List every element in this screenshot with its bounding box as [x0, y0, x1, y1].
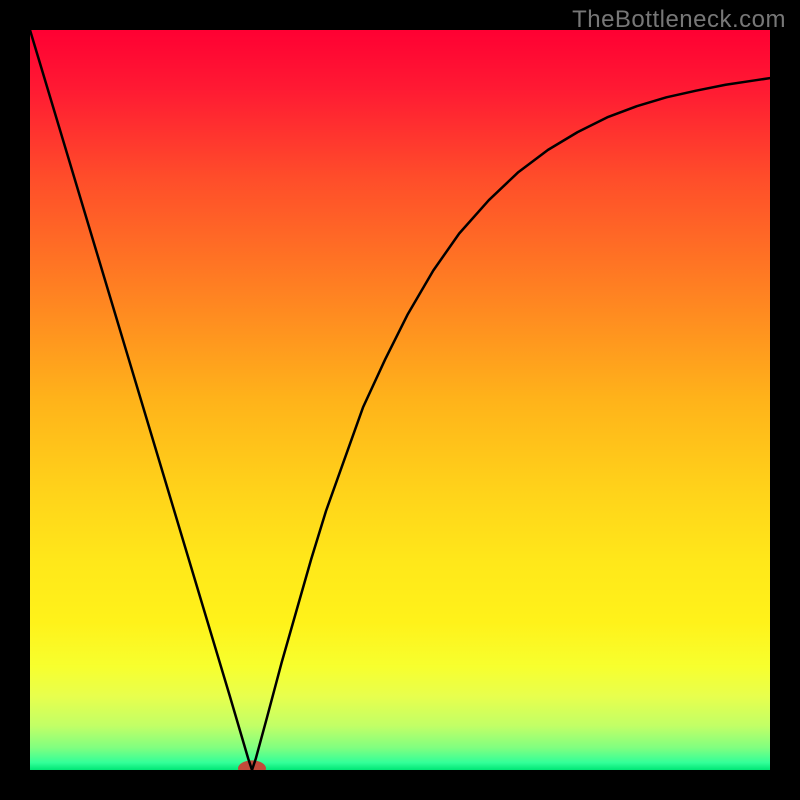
watermark-text: TheBottleneck.com	[572, 6, 786, 34]
chart-container: TheBottleneck.com	[0, 0, 800, 800]
plot-area	[30, 30, 770, 770]
